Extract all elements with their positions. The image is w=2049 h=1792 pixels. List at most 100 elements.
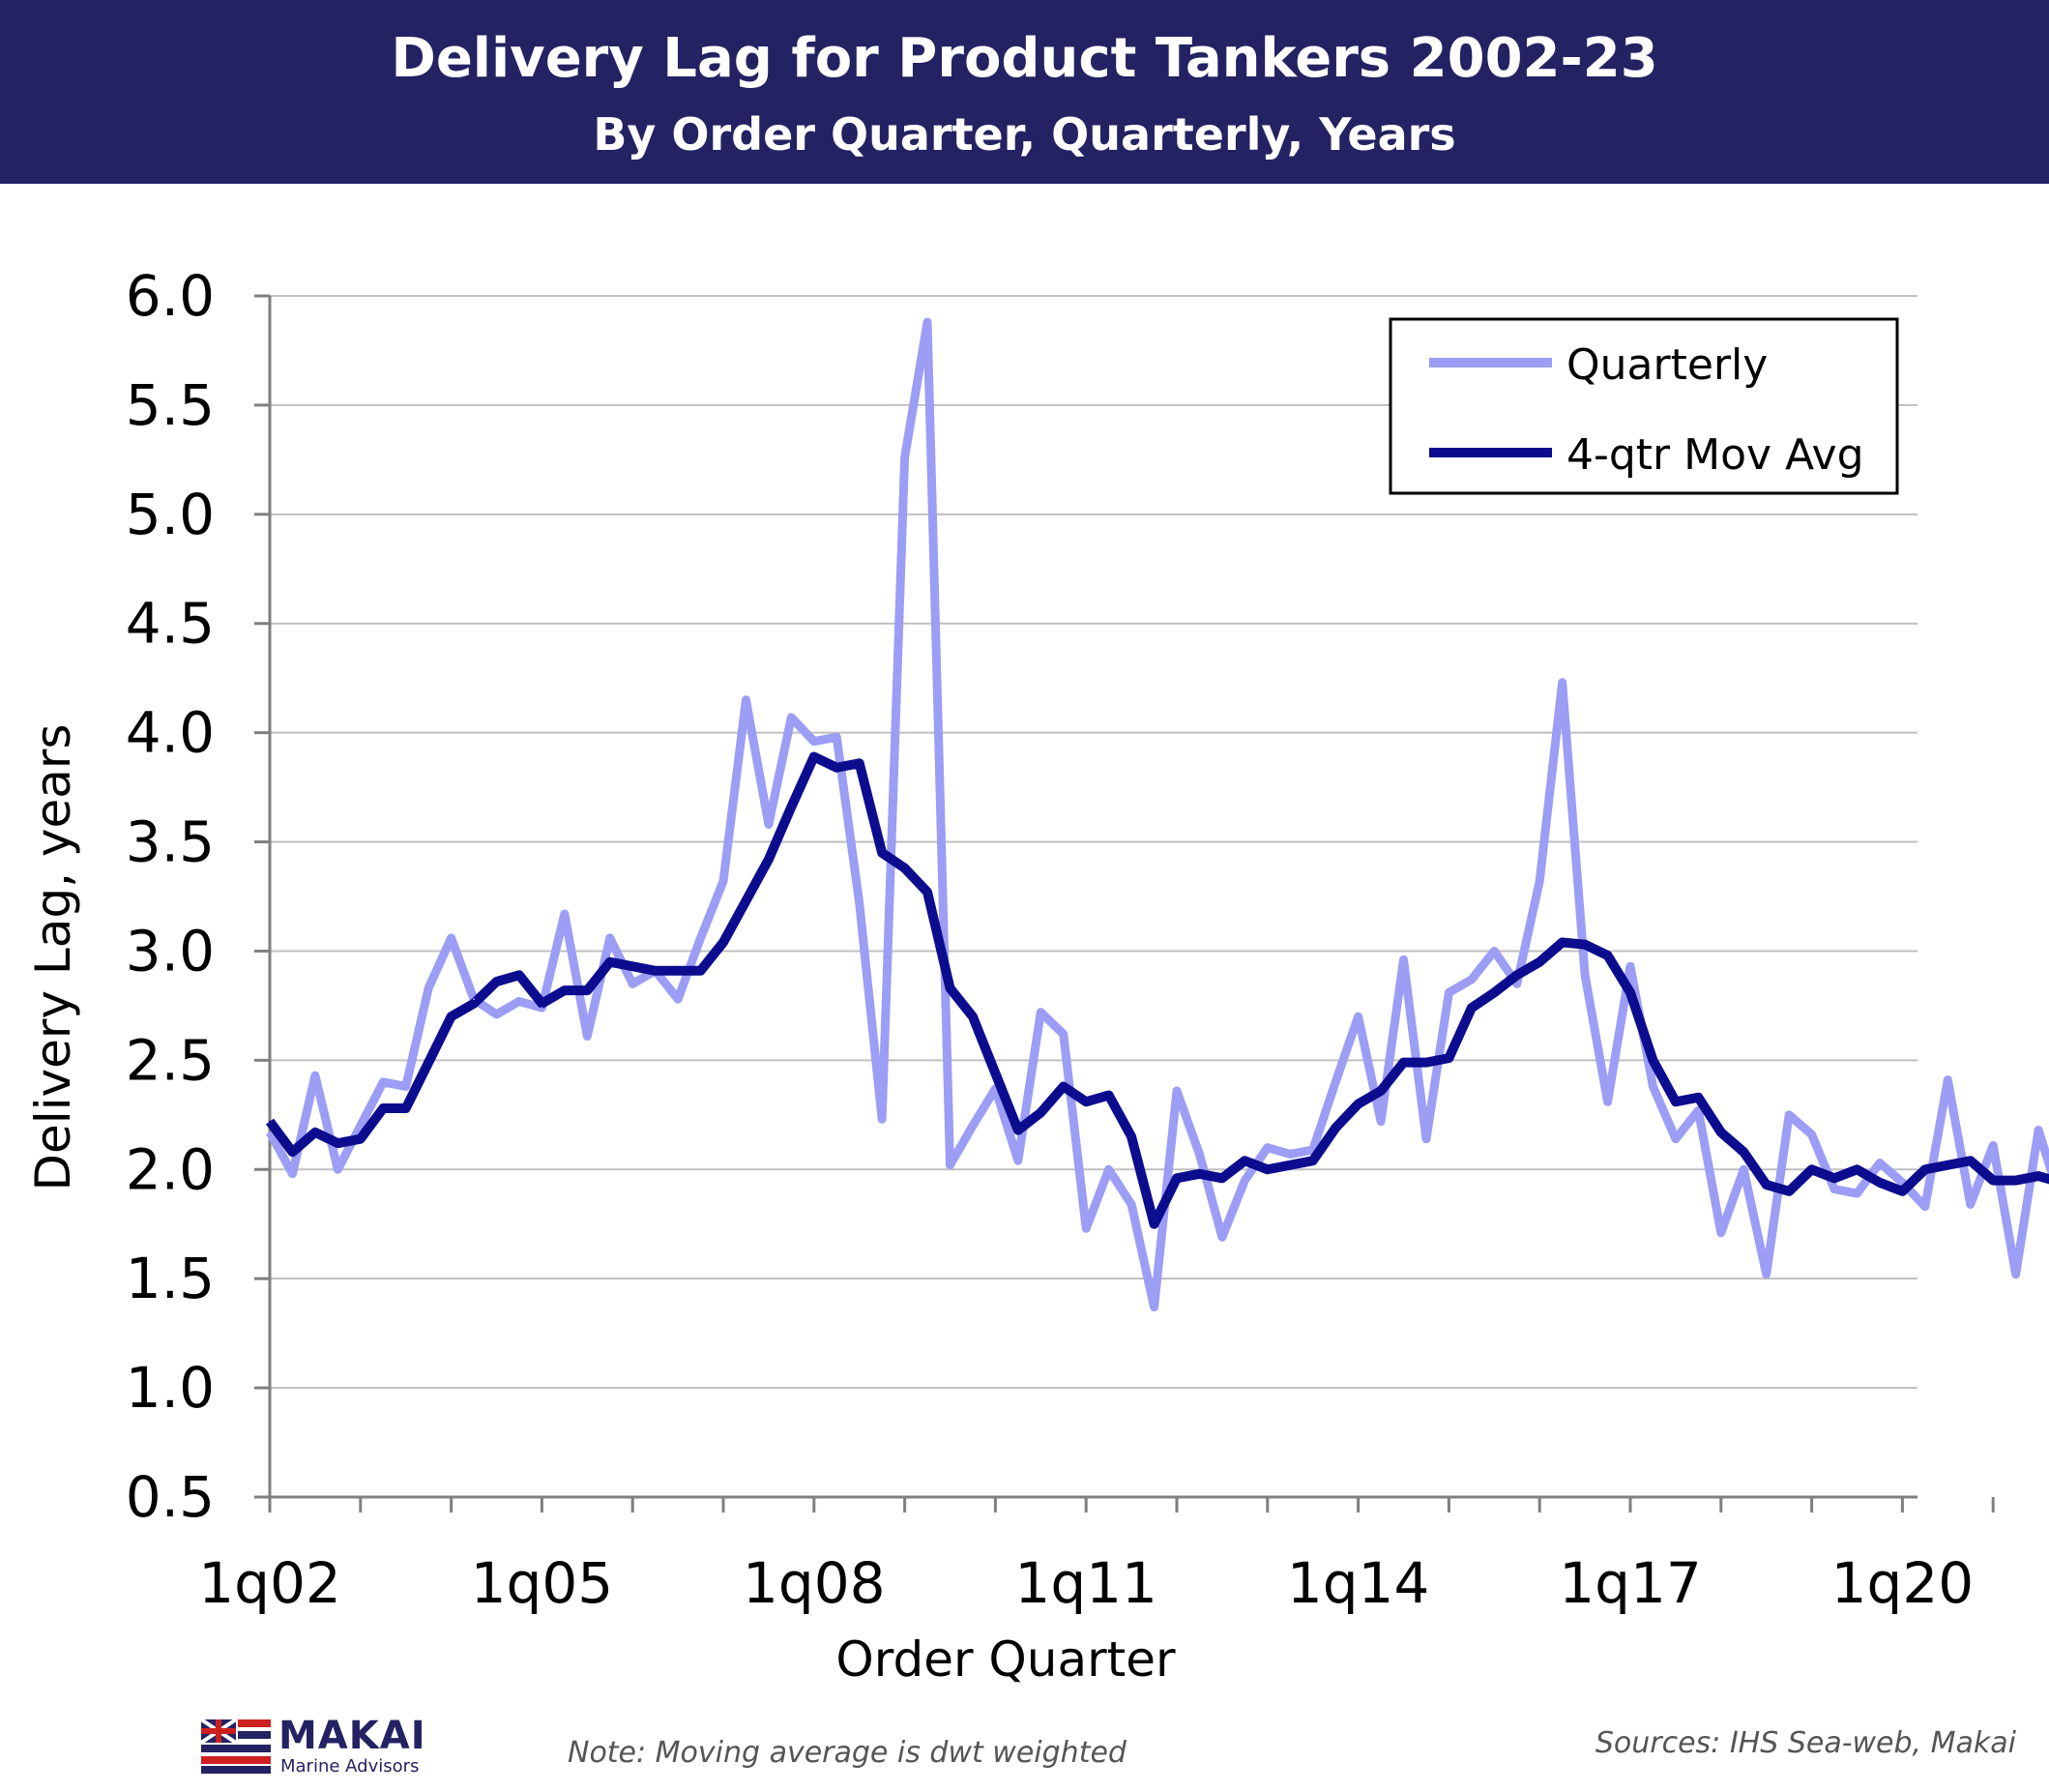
data-point xyxy=(2014,1179,2017,1182)
x-tick-label: 1q02 xyxy=(198,1550,341,1616)
data-point xyxy=(971,1125,974,1128)
data-point xyxy=(291,1151,294,1154)
data-point xyxy=(903,456,906,459)
data-point xyxy=(473,998,476,1001)
data-point xyxy=(1561,681,1564,684)
data-point xyxy=(382,1080,385,1083)
footnote: Note: Moving average is dwt weighted xyxy=(568,1736,1127,1770)
data-point xyxy=(835,736,838,739)
data-point xyxy=(1674,1101,1677,1103)
data-point xyxy=(835,766,838,769)
data-point xyxy=(1515,974,1518,977)
y-tick-label: 1.0 xyxy=(126,1355,215,1421)
data-point xyxy=(1742,1168,1745,1171)
x-axis-title: Order Quarter xyxy=(835,1631,1176,1688)
data-point xyxy=(677,969,680,972)
data-point xyxy=(2037,1175,2040,1178)
data-point xyxy=(1697,1096,1700,1099)
data-point xyxy=(1742,1151,1745,1154)
data-point xyxy=(1652,1085,1654,1088)
chart-subtitle: By Order Quarter, Quarterly, Years xyxy=(593,108,1456,161)
data-point xyxy=(1810,1168,1813,1171)
legend-label-mov-avg: 4-qtr Mov Avg xyxy=(1566,430,1864,480)
data-point xyxy=(1584,974,1587,977)
y-tick-label: 3.5 xyxy=(126,809,215,875)
data-point xyxy=(586,1035,589,1038)
data-point xyxy=(1629,991,1631,994)
data-point xyxy=(1493,950,1496,953)
data-point xyxy=(1901,1181,1904,1184)
logo-subtitle: Marine Advisors xyxy=(280,1756,420,1777)
data-point xyxy=(1334,1080,1337,1083)
data-point xyxy=(1039,1011,1042,1014)
data-point xyxy=(722,941,724,944)
data-point xyxy=(1765,1273,1768,1276)
data-point xyxy=(1856,1168,1859,1171)
data-point xyxy=(1878,1161,1881,1164)
data-point xyxy=(1606,1101,1609,1103)
data-point xyxy=(586,989,589,992)
data-point xyxy=(881,851,884,854)
data-point xyxy=(517,1000,520,1003)
data-point xyxy=(654,969,657,972)
y-axis-title: Delivery Lag, years xyxy=(25,723,81,1190)
data-point xyxy=(1719,1131,1722,1133)
y-tick-label: 2.5 xyxy=(126,1027,215,1093)
y-tick-label: 5.0 xyxy=(126,482,215,547)
data-point xyxy=(1130,1135,1133,1138)
data-point xyxy=(1652,1059,1654,1062)
data-point xyxy=(1085,1227,1088,1230)
data-point xyxy=(1923,1205,1926,1208)
data-point xyxy=(1380,1120,1383,1123)
x-tick-label: 1q05 xyxy=(471,1550,614,1616)
logo-wordmark: MAKAI xyxy=(278,1714,426,1758)
data-point xyxy=(699,969,702,972)
data-point xyxy=(1244,1160,1246,1162)
data-point xyxy=(949,1163,951,1166)
data-point xyxy=(1176,1089,1178,1092)
data-point xyxy=(1380,1089,1383,1092)
data-point xyxy=(1220,1177,1223,1180)
data-point xyxy=(858,901,861,904)
data-point xyxy=(563,913,566,916)
data-point xyxy=(1107,1168,1110,1171)
data-point xyxy=(790,716,793,719)
data-point xyxy=(2037,1129,2040,1131)
data-point xyxy=(1856,1192,1859,1195)
data-point xyxy=(608,960,611,963)
data-point xyxy=(1992,1144,1995,1147)
data-point xyxy=(563,989,566,992)
data-point xyxy=(1062,1033,1065,1036)
data-point xyxy=(1402,958,1405,961)
data-point xyxy=(767,823,770,826)
y-tick-label: 4.5 xyxy=(126,591,215,657)
data-point xyxy=(450,936,453,939)
data-point xyxy=(359,1137,362,1140)
data-point xyxy=(1016,1160,1019,1162)
data-point xyxy=(291,1172,294,1175)
data-point xyxy=(881,1118,884,1121)
data-point xyxy=(1198,1172,1201,1175)
flag-logo-icon xyxy=(201,1719,271,1774)
data-point xyxy=(337,1142,339,1145)
data-point xyxy=(1788,1113,1791,1116)
data-point xyxy=(495,1013,498,1015)
data-point xyxy=(1992,1179,1995,1182)
data-point xyxy=(994,1087,997,1090)
data-point xyxy=(1266,1146,1269,1149)
data-point xyxy=(2014,1273,2017,1276)
data-point xyxy=(858,762,861,765)
data-point xyxy=(1402,1061,1405,1064)
data-point xyxy=(677,998,680,1001)
data-point xyxy=(359,1125,362,1128)
data-point xyxy=(1833,1177,1836,1180)
data-point xyxy=(404,1107,407,1110)
data-point xyxy=(1130,1203,1133,1206)
data-point xyxy=(608,936,611,939)
data-point xyxy=(631,983,634,985)
data-point xyxy=(812,740,815,743)
x-tick-label: 1q11 xyxy=(1014,1550,1157,1616)
data-point xyxy=(269,1131,271,1133)
x-tick-label: 1q20 xyxy=(1831,1550,1975,1616)
data-point xyxy=(1538,960,1541,963)
